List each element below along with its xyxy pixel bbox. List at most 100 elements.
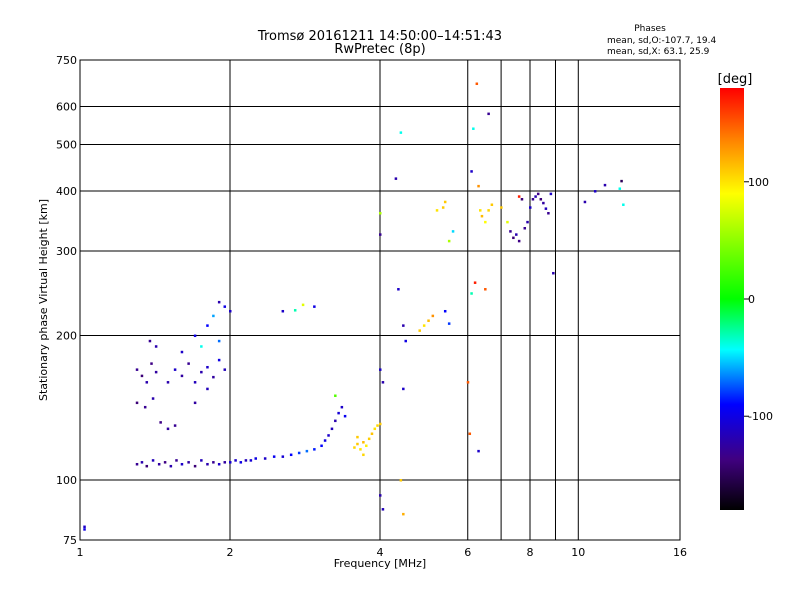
- x-axis-ticks: 1 2 4 6 8 10 16: [77, 546, 688, 559]
- x-tick-label: 4: [377, 546, 384, 559]
- data-point: [206, 462, 209, 466]
- data-point: [217, 339, 221, 343]
- data-point: [477, 184, 480, 188]
- data-points: [83, 82, 625, 531]
- data-point: [301, 303, 305, 307]
- data-point: [427, 319, 430, 322]
- data-point: [418, 329, 421, 332]
- data-point: [479, 209, 482, 212]
- colorbar-ticks: 100 0 -100: [744, 176, 773, 423]
- data-point: [362, 441, 365, 444]
- y-axis-label: Stationary phase Virtual Height [km]: [37, 199, 50, 401]
- data-point: [239, 461, 243, 464]
- data-point: [154, 345, 158, 348]
- data-point: [223, 461, 227, 464]
- x-tick-label: 8: [527, 546, 534, 559]
- data-point: [200, 345, 203, 348]
- data-point: [470, 170, 473, 173]
- data-point: [334, 394, 337, 398]
- data-point: [166, 381, 170, 384]
- data-point: [370, 432, 374, 436]
- data-point: [443, 200, 447, 204]
- data-point: [622, 203, 625, 206]
- data-point: [297, 451, 301, 455]
- data-point: [520, 198, 524, 201]
- data-point: [620, 179, 623, 183]
- data-point: [487, 209, 490, 212]
- y-tick-label: 100: [56, 474, 77, 487]
- data-point: [337, 411, 340, 415]
- y-axis-ticks: 75 100 200 300 400 500 600 750: [56, 54, 77, 547]
- data-point: [549, 192, 553, 196]
- data-point: [83, 525, 86, 529]
- data-point: [515, 233, 518, 236]
- data-point: [487, 112, 490, 116]
- data-point: [365, 444, 368, 448]
- data-point: [180, 462, 184, 466]
- data-point: [244, 459, 248, 462]
- data-point: [484, 220, 487, 224]
- data-point: [249, 459, 253, 462]
- colorbar-tick-label: -100: [748, 410, 773, 423]
- data-point: [490, 203, 494, 206]
- data-point: [193, 334, 197, 338]
- data-point: [281, 309, 285, 313]
- data-point: [157, 462, 161, 466]
- data-point: [263, 457, 267, 460]
- data-point: [206, 387, 209, 391]
- data-point: [552, 271, 555, 275]
- y-tick-label: 500: [56, 139, 77, 152]
- grid-lines: [80, 60, 680, 540]
- data-point: [305, 449, 309, 453]
- data-point: [523, 227, 527, 230]
- stats-o-mode: mean, sd,O:-107.7, 19.4: [607, 36, 717, 46]
- data-point: [472, 127, 475, 130]
- x-tick-label: 1: [77, 546, 84, 559]
- data-point: [547, 212, 550, 215]
- data-point: [593, 190, 597, 193]
- data-point: [200, 370, 203, 374]
- data-point: [468, 432, 472, 436]
- data-point: [480, 214, 484, 218]
- data-point: [151, 459, 155, 462]
- data-point: [169, 464, 173, 468]
- data-point: [583, 200, 587, 204]
- data-point: [441, 206, 445, 209]
- data-point: [373, 427, 377, 431]
- data-point: [166, 427, 170, 431]
- data-point: [135, 462, 139, 466]
- data-point: [217, 300, 221, 304]
- data-point: [379, 368, 382, 371]
- y-tick-label: 600: [56, 101, 77, 114]
- colorbar-tick-label: 0: [748, 293, 755, 306]
- data-point: [431, 314, 435, 318]
- data-point: [402, 387, 405, 391]
- data-point: [163, 461, 167, 464]
- data-point: [193, 381, 197, 384]
- data-point: [381, 381, 385, 384]
- data-point: [451, 230, 455, 233]
- data-point: [154, 370, 158, 374]
- data-point: [379, 212, 382, 215]
- stats-heading: Phases: [634, 24, 666, 34]
- data-point: [212, 314, 215, 318]
- data-point: [359, 448, 362, 451]
- data-point: [399, 479, 403, 482]
- data-point: [200, 459, 203, 462]
- data-point: [394, 177, 398, 180]
- data-point: [536, 192, 540, 196]
- data-point: [281, 455, 285, 458]
- data-point: [356, 435, 359, 439]
- data-point: [145, 464, 149, 468]
- y-tick-label: 200: [56, 330, 77, 343]
- data-point: [323, 439, 327, 442]
- colorbar-label: [deg]: [718, 72, 753, 87]
- data-point: [381, 508, 385, 511]
- data-point: [544, 207, 548, 210]
- data-point: [206, 324, 209, 327]
- x-axis-label: Frequency [MHz]: [334, 557, 426, 570]
- chart-title: Tromsø 20161211 14:50:00–14:51:43: [257, 29, 502, 44]
- data-point: [289, 453, 293, 457]
- data-point: [340, 405, 344, 409]
